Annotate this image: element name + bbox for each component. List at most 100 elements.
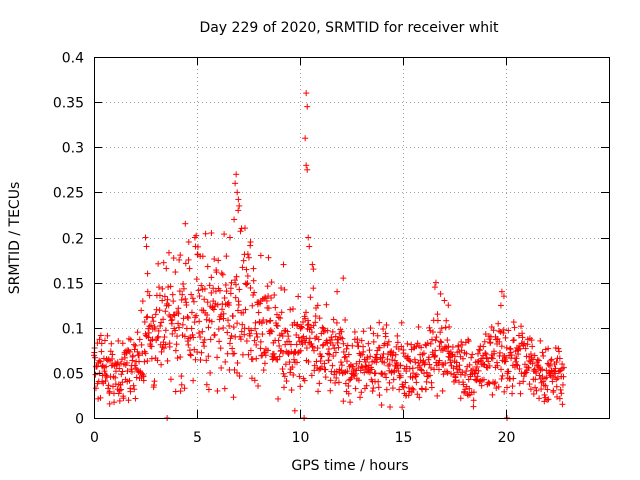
data-point (167, 313, 174, 320)
data-point (413, 371, 420, 378)
data-point (273, 322, 280, 329)
data-point (449, 343, 456, 350)
data-point (268, 279, 275, 286)
data-point (289, 364, 296, 371)
data-point (398, 319, 405, 326)
data-point (328, 334, 335, 341)
data-point (111, 399, 118, 406)
data-point (543, 367, 550, 374)
data-point (172, 327, 179, 334)
data-point (361, 369, 368, 376)
data-point (308, 372, 315, 379)
data-point (507, 346, 514, 353)
data-point (438, 325, 445, 332)
data-point (177, 252, 184, 259)
data-point (428, 384, 435, 391)
data-point (118, 371, 125, 378)
data-point (148, 343, 155, 350)
data-point (541, 398, 548, 405)
data-point (195, 287, 202, 294)
data-point (309, 261, 316, 268)
data-point (144, 313, 151, 320)
data-point (261, 349, 268, 356)
data-point (159, 297, 166, 304)
data-point (426, 372, 433, 379)
data-point (239, 321, 246, 328)
data-point (202, 230, 209, 237)
data-point (303, 90, 310, 97)
data-point (173, 341, 180, 348)
data-point (232, 281, 239, 288)
data-point (182, 295, 189, 302)
data-point (339, 335, 346, 342)
data-point (278, 285, 285, 292)
data-point (235, 207, 242, 214)
data-point (179, 291, 186, 298)
data-point (312, 319, 319, 326)
data-point (185, 315, 192, 322)
data-point (274, 323, 281, 330)
data-point (490, 327, 497, 334)
data-point (261, 360, 268, 367)
data-point (141, 358, 148, 365)
y-tick-label: 0.15 (53, 277, 84, 293)
data-point (215, 257, 222, 264)
data-point (400, 384, 407, 391)
data-point (169, 316, 176, 323)
data-point (304, 166, 311, 173)
data-point (439, 347, 446, 354)
data-point (171, 312, 178, 319)
data-point (281, 373, 288, 380)
data-point (257, 252, 264, 259)
data-point (172, 347, 179, 354)
data-point (332, 333, 339, 340)
data-point (151, 378, 158, 385)
data-point (457, 395, 464, 402)
data-point (136, 352, 143, 359)
data-point (366, 347, 373, 354)
data-point (231, 350, 238, 357)
data-point (100, 355, 107, 362)
data-point (262, 352, 269, 359)
data-point (247, 284, 254, 291)
data-point (327, 377, 334, 384)
data-point (201, 343, 208, 350)
data-point (287, 306, 294, 313)
data-point (151, 325, 158, 332)
data-point (370, 330, 377, 337)
data-point (499, 372, 506, 379)
data-point (241, 331, 248, 338)
x-axis-label: GPS time / hours (291, 458, 408, 474)
data-point (511, 324, 518, 331)
data-point (242, 306, 249, 313)
data-point (534, 356, 541, 363)
data-point (233, 171, 240, 178)
data-point (238, 328, 245, 335)
data-point (417, 366, 424, 373)
data-point (92, 385, 99, 392)
data-point (432, 352, 439, 359)
data-point (537, 337, 544, 344)
data-point (465, 336, 472, 343)
data-point (426, 361, 433, 368)
data-point (271, 292, 278, 299)
data-point (505, 327, 512, 334)
data-point (245, 351, 252, 358)
data-point (409, 385, 416, 392)
data-point (423, 386, 430, 393)
data-point (232, 294, 239, 301)
data-point (252, 325, 259, 332)
data-point (322, 374, 329, 381)
data-point (143, 314, 150, 321)
data-point (436, 357, 443, 364)
data-point (150, 318, 157, 325)
data-point (459, 355, 466, 362)
data-point (228, 332, 235, 339)
data-point (436, 343, 443, 350)
data-point (251, 289, 258, 296)
data-point (188, 309, 195, 316)
data-point (169, 291, 176, 298)
data-point (124, 368, 131, 375)
data-point (415, 323, 422, 330)
data-point (156, 292, 163, 299)
